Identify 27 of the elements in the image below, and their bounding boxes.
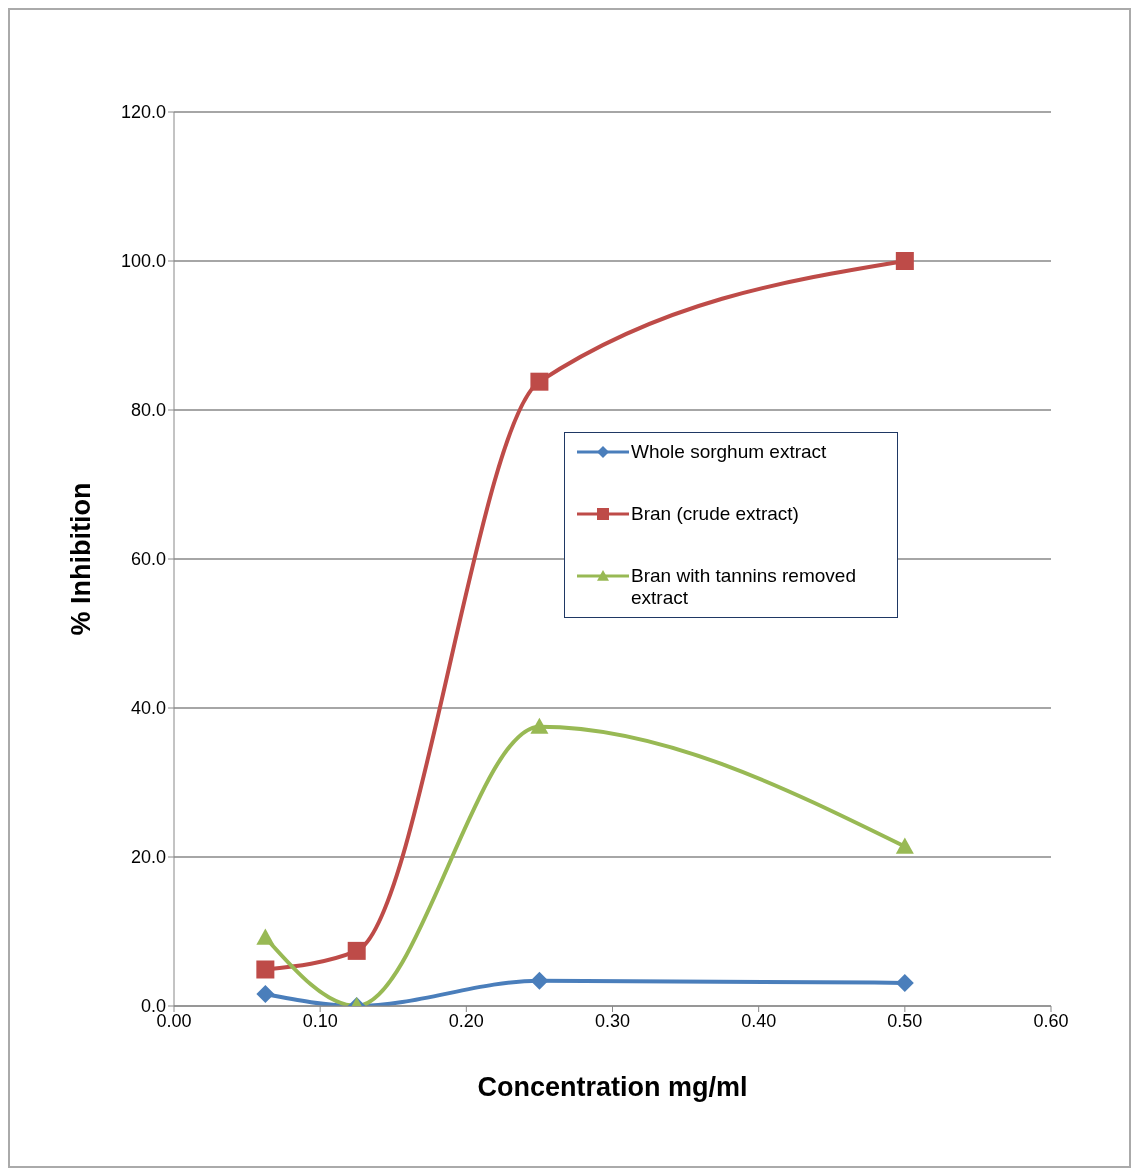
point (256, 960, 275, 979)
y-tick-label: 20.0 (130, 847, 166, 868)
x-tick-label: 0.40 (741, 1010, 777, 1031)
x-axis-title: Concentration mg/ml (477, 1072, 748, 1102)
x-tick-label: 0.60 (1033, 1010, 1069, 1031)
point (895, 252, 914, 270)
x-tick-label: 0.30 (594, 1010, 631, 1031)
y-tick-label: 100.0 (120, 251, 166, 272)
y-tick-label: 60.0 (130, 549, 166, 570)
legend-label: Whole sorghum extract (631, 441, 827, 463)
point (530, 717, 549, 734)
x-tick-label: 0.20 (448, 1010, 484, 1031)
point (256, 928, 275, 945)
legend-label: Bran (crude extract) (631, 503, 799, 525)
point (895, 837, 914, 854)
y-tick-label: 40.0 (130, 698, 166, 719)
point (256, 985, 275, 1004)
point (530, 971, 549, 990)
y-axis-title: % Inhibition (65, 482, 96, 636)
point (347, 941, 366, 960)
point (895, 973, 914, 992)
y-tick-label: 80.0 (130, 400, 166, 421)
legend-label: Bran with tannins removed extract (631, 565, 857, 609)
x-tick-label: 0.50 (887, 1010, 923, 1031)
point (530, 372, 549, 391)
x-tick-label: 0.10 (302, 1010, 338, 1031)
y-tick-label: 120.0 (120, 102, 166, 123)
